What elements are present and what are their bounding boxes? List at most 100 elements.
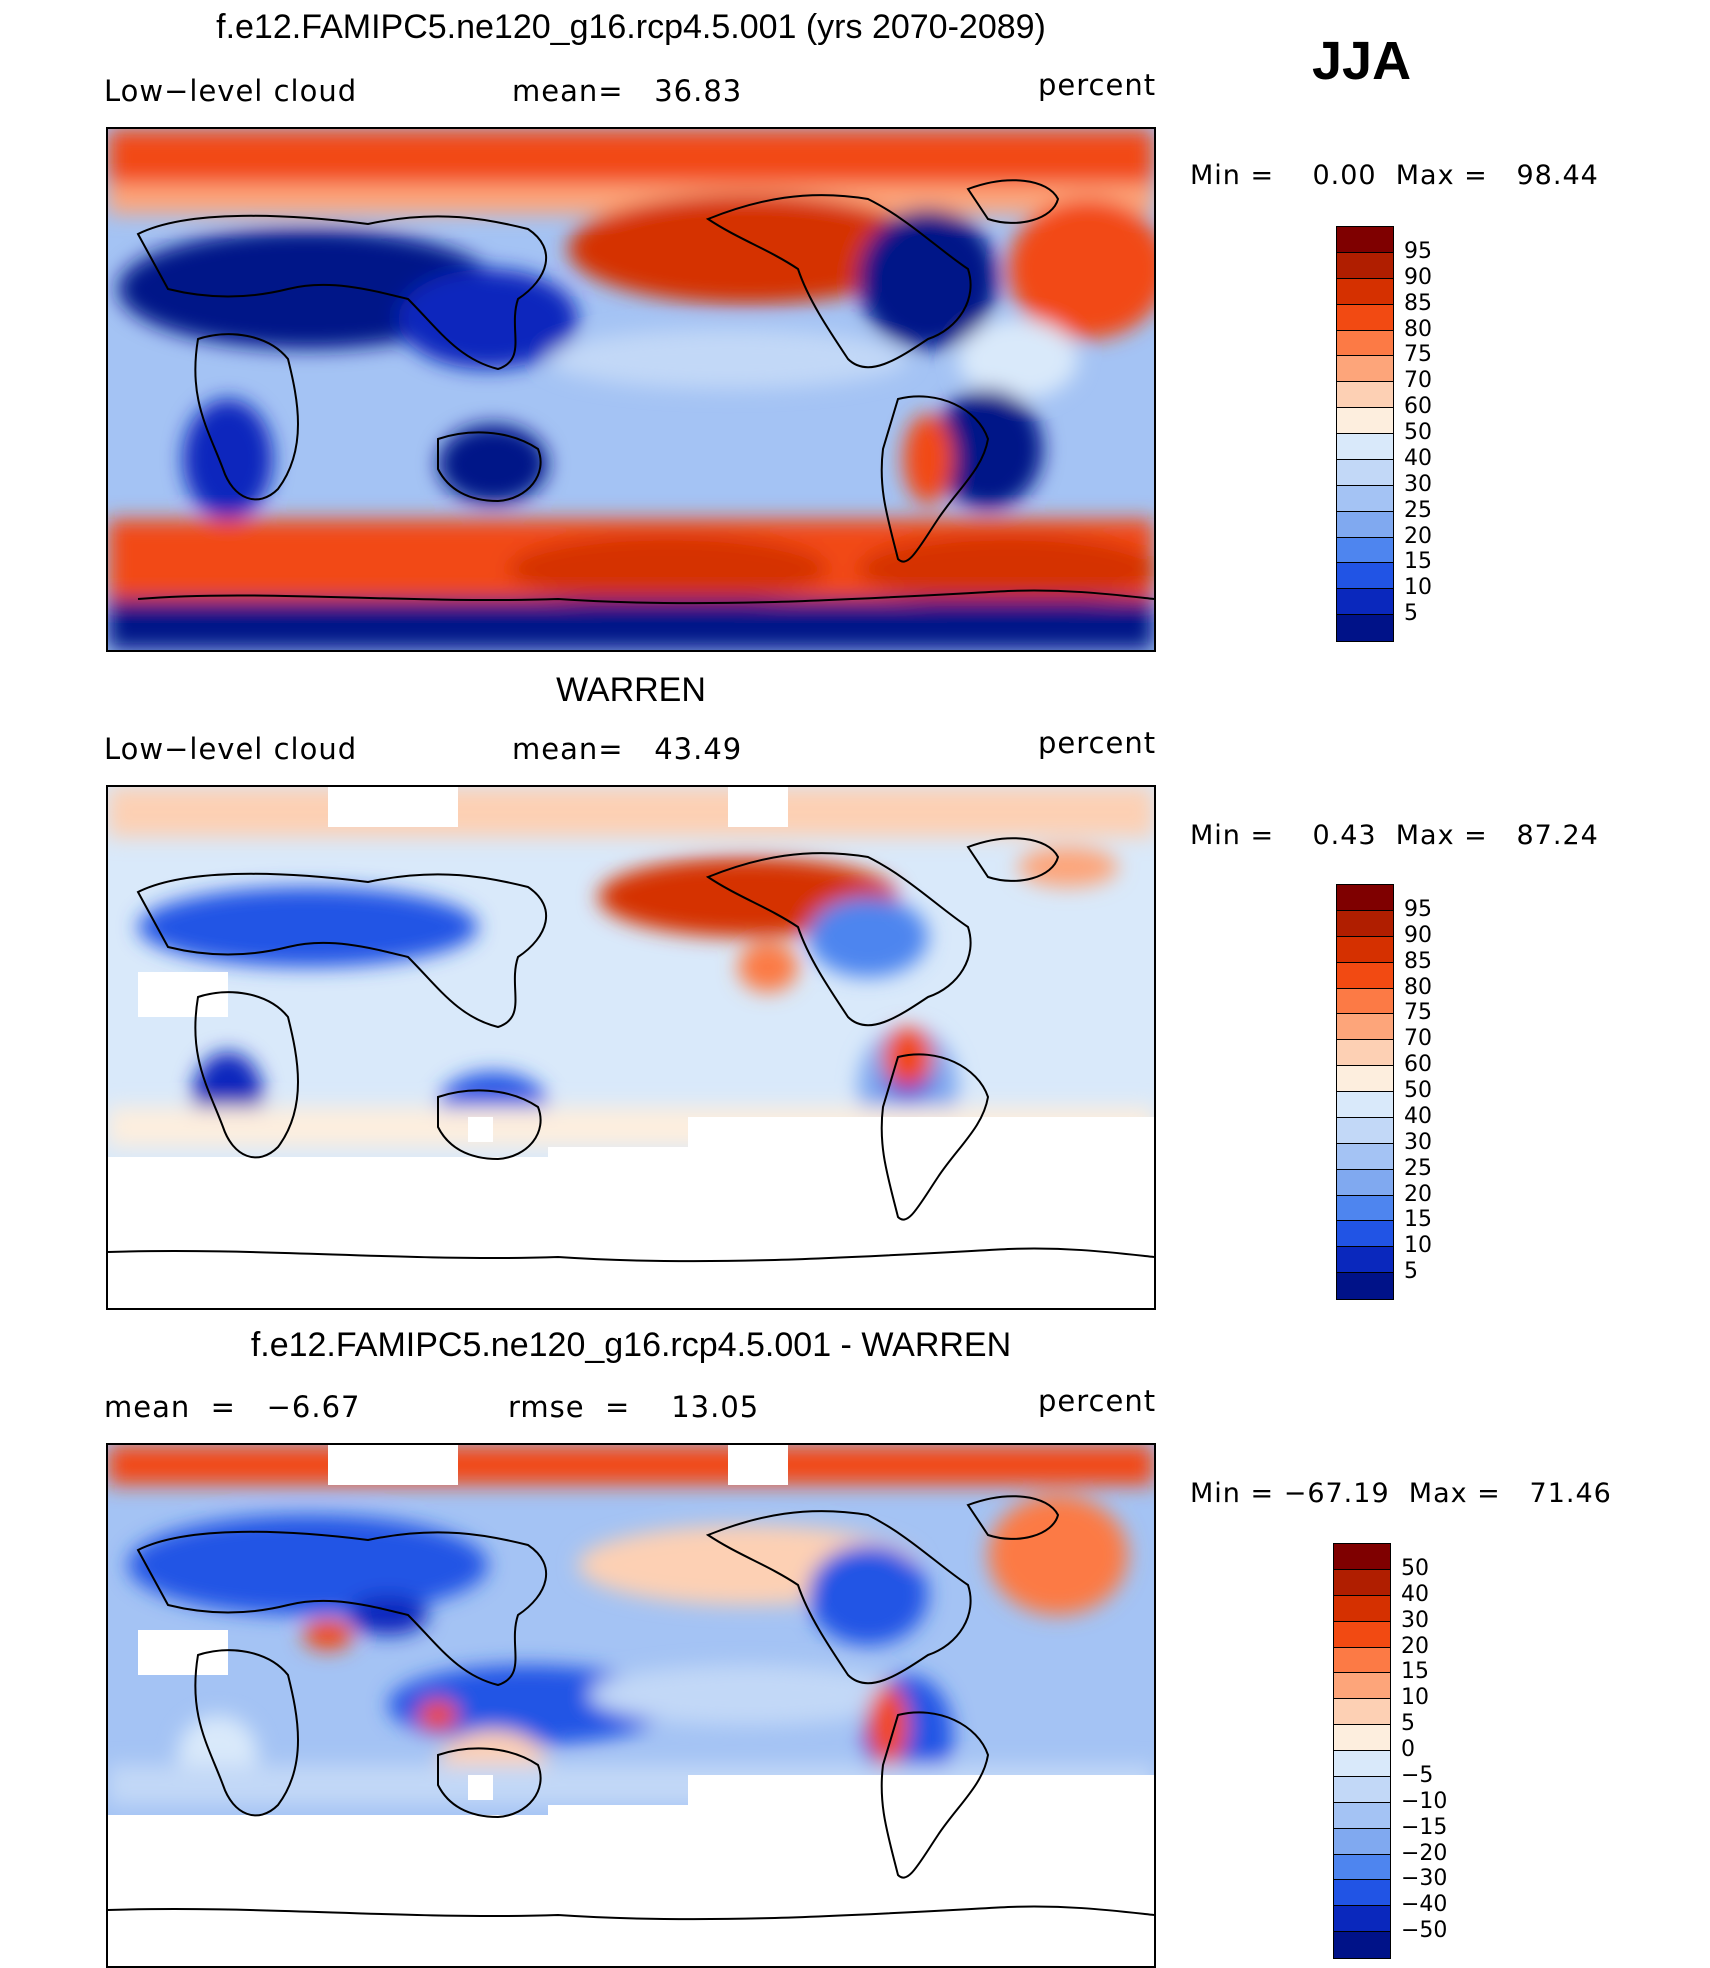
panel-1-colorbar-swatch-8: [1336, 433, 1394, 461]
panel-1-colorbar-swatch-13: [1336, 562, 1394, 590]
panel-3-colorbar-tick-label: 0: [1401, 1737, 1415, 1762]
panel-1-colorbar-tick-label: 40: [1404, 445, 1432, 471]
panel-2-colorbar-tick-label: 85: [1404, 948, 1432, 974]
panel-1-colorbar-tick-label: 60: [1404, 394, 1432, 420]
panel-3-colorbar-swatch-13: [1333, 1879, 1391, 1907]
panel-1-colorbar-tick-label: 15: [1404, 549, 1432, 575]
panel-2-colorbar-tick-label: 95: [1404, 896, 1432, 922]
panel-2-mean-label: mean= 43.49: [512, 732, 743, 766]
panel-2-colorbar-tick-label: 50: [1404, 1078, 1432, 1103]
panel-3-colorbar-swatch-8: [1333, 1750, 1391, 1778]
panel-1-colorbar-tick-label: 50: [1404, 420, 1432, 445]
panel-3-colorbar-swatch-12: [1333, 1853, 1391, 1881]
panel-3-colorbar-swatch-10: [1333, 1801, 1391, 1830]
panel-2-colorbar-tick-label: 10: [1404, 1233, 1432, 1259]
panel-2-colorbar-swatch-10: [1336, 1142, 1394, 1171]
panel-2-coastlines: [108, 837, 1154, 1263]
panel-1-colorbar-swatch-7: [1336, 407, 1394, 435]
panel-2-colorbar-swatch-7: [1336, 1065, 1394, 1093]
panel-1-minmax-label: Min = 0.00 Max = 98.44: [1190, 160, 1599, 191]
panel-3-units-label: percent: [1038, 1384, 1157, 1418]
panel-3-mean-label: mean = −6.67: [104, 1390, 361, 1424]
panel-3-colorbar-tick-label: −10: [1401, 1788, 1448, 1814]
panel-2-colorbar-swatch-14: [1336, 1246, 1394, 1274]
panel-2-map: [106, 785, 1156, 1310]
panel-2-colorbar-tick-label: 90: [1404, 922, 1432, 948]
panel-3-colorbar-tick-label: −30: [1401, 1866, 1448, 1892]
panel-3-colorbar-tick-label: 5: [1401, 1711, 1415, 1737]
panel-2-colorbar-swatch-6: [1336, 1039, 1394, 1067]
panel-2-colorbar-tick-label: 15: [1404, 1207, 1432, 1233]
panel-1-colorbar-swatch-2: [1336, 277, 1394, 306]
panel-1-colorbar-tick-label: 30: [1404, 471, 1432, 497]
panel-3-colorbar-tick-label: 15: [1401, 1659, 1429, 1685]
panel-3-rmse-label: rmse = 13.05: [508, 1390, 760, 1424]
panel-1-colorbar-tick-label: 5: [1404, 601, 1418, 627]
panel-1-colorbar-tick-label: 20: [1404, 523, 1432, 549]
panel-3-colorbar-swatch-9: [1333, 1775, 1391, 1804]
panel-3-colorbar-tick-label: −20: [1401, 1840, 1448, 1866]
panel-3-map: [106, 1443, 1156, 1968]
panel-2-colorbar-swatch-2: [1336, 935, 1394, 964]
panel-3-title: f.e12.FAMIPC5.ne120_g16.rcp4.5.001 - WAR…: [250, 1326, 1012, 1364]
panel-1-colorbar: 95 90 85 80 75 70 60 50 40 30 25 20 15 10 5: [1336, 226, 1496, 642]
panel-2-colorbar-tick-label: 75: [1404, 1000, 1432, 1026]
panel-2-units-label: percent: [1038, 726, 1157, 760]
panel-1-colorbar-swatch-4: [1336, 329, 1394, 357]
panel-1-colorbar-swatch-5: [1336, 355, 1394, 383]
panel-3-colorbar-swatch-11: [1333, 1827, 1391, 1855]
panel-2-minmax-label: Min = 0.43 Max = 87.24: [1190, 820, 1599, 851]
panel-1-mean-label: mean= 36.83: [512, 74, 743, 108]
panel-1-colorbar-tick-label: 90: [1404, 264, 1432, 290]
panel-2-colorbar-swatch-8: [1336, 1091, 1394, 1119]
panel-2-colorbar-swatch-13: [1336, 1220, 1394, 1248]
panel-2-colorbar-tick-label: 60: [1404, 1052, 1432, 1078]
panel-2-colorbar-swatch-12: [1336, 1194, 1394, 1222]
panel-2-colorbar: 95 90 85 80 75 70 60 50 40 30 25 20 15 10 5: [1336, 884, 1496, 1300]
panel-3-colorbar-swatch-5: [1333, 1672, 1391, 1700]
panel-1-colorbar-swatch-12: [1336, 536, 1394, 564]
panel-1-colorbar-swatch-10: [1336, 484, 1394, 513]
panel-3-colorbar-swatch-7: [1333, 1724, 1391, 1752]
panel-1-units-label: percent: [1038, 68, 1157, 102]
panel-3-colorbar-tick-label: 30: [1401, 1607, 1429, 1633]
panel-2-colorbar-tick-label: 5: [1404, 1259, 1418, 1285]
panel-1-colorbar-swatch-3: [1336, 303, 1394, 331]
panel-3-colorbar: 50 40 30 20 15 10 5 0 −5 −10 −15 −20 −30 −40 −50: [1333, 1543, 1493, 1959]
panel-2-colorbar-swatch-4: [1336, 987, 1394, 1015]
panel-3-colorbar-tick-label: −40: [1401, 1892, 1448, 1918]
panel-2-colorbar-tick-label: 40: [1404, 1103, 1432, 1129]
panel-2-colorbar-tick-label: 80: [1404, 974, 1432, 1000]
panel-3-colorbar-swatch-3: [1333, 1620, 1391, 1648]
panel-3-colorbar-swatch-2: [1333, 1594, 1391, 1623]
panel-3-colorbar-tick-label: −50: [1401, 1918, 1448, 1944]
panel-1-colorbar-tick-label: 95: [1404, 238, 1432, 264]
panel-1-colorbar-tick-label: 75: [1404, 342, 1432, 368]
panel-2-title: WARREN: [556, 671, 706, 709]
panel-3-colorbar-swatch-6: [1333, 1698, 1391, 1726]
panel-3-map-svg: [108, 1445, 1154, 1966]
panel-2-colorbar-swatch-9: [1336, 1116, 1394, 1145]
panel-1-coastlines: [136, 179, 1154, 605]
season-label: JJA: [1312, 31, 1412, 91]
panel-3-colorbar-tick-label: −5: [1401, 1762, 1434, 1788]
panel-1-map: [106, 127, 1156, 652]
panel-3-colorbar-swatch-14: [1333, 1905, 1391, 1933]
panel-1-colorbar-swatch-11: [1336, 510, 1394, 538]
panel-1-colorbar-swatch-1: [1336, 251, 1394, 280]
panel-1-colorbar-swatch-9: [1336, 458, 1394, 487]
panel-1-colorbar-swatch-0: [1336, 226, 1394, 254]
panel-2-colorbar-swatch-3: [1336, 961, 1394, 989]
panel-3-colorbar-swatch-4: [1333, 1646, 1391, 1674]
panel-1-colorbar-swatch-15: [1336, 614, 1394, 642]
panel-3-colorbar-swatch-1: [1333, 1568, 1391, 1597]
panel-1-colorbar-tick-label: 10: [1404, 575, 1432, 601]
panel-1-colorbar-swatch-6: [1336, 381, 1394, 409]
panel-2-colorbar-swatch-11: [1336, 1168, 1394, 1196]
panel-2-colorbar-swatch-0: [1336, 884, 1394, 912]
panel-3-colorbar-tick-label: −15: [1401, 1814, 1448, 1840]
panel-2-colorbar-swatch-1: [1336, 909, 1394, 938]
panel-1-colorbar-tick-label: 85: [1404, 290, 1432, 316]
panel-3-colorbar-swatch-15: [1333, 1931, 1391, 1959]
panel-1-title: f.e12.FAMIPC5.ne120_g16.rcp4.5.001 (yrs …: [216, 8, 1046, 46]
